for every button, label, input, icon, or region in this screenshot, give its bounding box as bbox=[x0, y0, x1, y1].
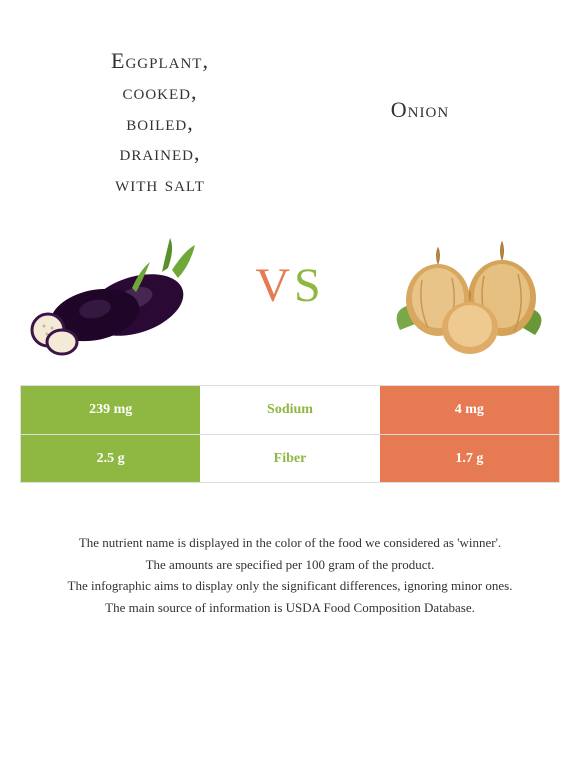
left-value: 2.5 g bbox=[21, 435, 200, 482]
vs-label: VS bbox=[255, 258, 324, 313]
footnote-line: The main source of information is USDA F… bbox=[30, 598, 550, 618]
nutrient-label: Sodium bbox=[200, 386, 379, 434]
title-line: cooked, bbox=[30, 77, 290, 108]
nutrient-table: 239 mgSodium4 mg2.5 gFiber1.7 g bbox=[20, 385, 560, 483]
titles-row: Eggplant,cooked,boiled,drained,with salt… bbox=[0, 0, 580, 200]
left-value: 239 mg bbox=[21, 386, 200, 434]
right-value: 4 mg bbox=[380, 386, 559, 434]
onion-image bbox=[380, 210, 560, 360]
nutrient-label: Fiber bbox=[200, 435, 379, 482]
title-line: with salt bbox=[30, 169, 290, 200]
vs-v: V bbox=[255, 259, 294, 312]
footnotes: The nutrient name is displayed in the co… bbox=[30, 533, 550, 617]
title-line: Eggplant, bbox=[30, 46, 290, 77]
right-food-title: Onion bbox=[290, 20, 550, 200]
nutrient-row: 239 mgSodium4 mg bbox=[21, 386, 559, 434]
title-line: drained, bbox=[30, 138, 290, 169]
vs-s: S bbox=[294, 259, 325, 312]
images-row: VS bbox=[0, 200, 580, 385]
footnote-line: The nutrient name is displayed in the co… bbox=[30, 533, 550, 553]
right-value: 1.7 g bbox=[380, 435, 559, 482]
nutrient-row: 2.5 gFiber1.7 g bbox=[21, 434, 559, 482]
left-food-title: Eggplant,cooked,boiled,drained,with salt bbox=[30, 46, 290, 200]
eggplant-image bbox=[20, 210, 200, 360]
footnote-line: The infographic aims to display only the… bbox=[30, 576, 550, 596]
footnote-line: The amounts are specified per 100 gram o… bbox=[30, 555, 550, 575]
title-line: boiled, bbox=[30, 108, 290, 139]
